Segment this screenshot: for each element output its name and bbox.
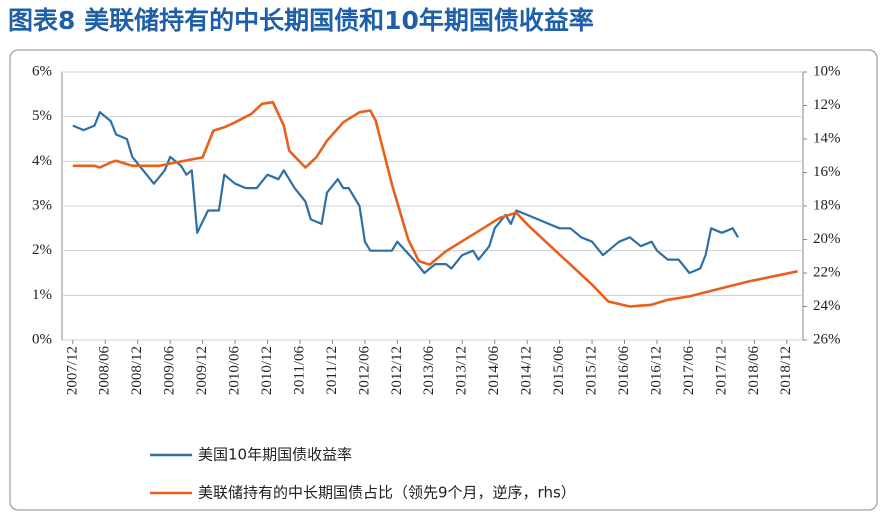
x-tick-label: 2010/06 (227, 346, 243, 396)
x-tick-label: 2009/06 (162, 346, 178, 396)
y2-tick-label: 12% (813, 97, 841, 113)
series-line (72, 100, 798, 308)
x-tick-label: 2017/06 (681, 346, 697, 396)
x-tick-label: 2018/06 (746, 346, 762, 396)
x-tick-label: 2016/12 (648, 346, 664, 395)
x-tick-label: 2011/12 (324, 346, 340, 395)
x-tick-label: 2008/12 (129, 346, 145, 395)
x-tick-label: 2012/12 (389, 346, 405, 395)
legend-label: 美联储持有的中长期国债占比（领先9个月，逆序，rhs） (198, 484, 576, 502)
x-tick-label: 2013/06 (421, 346, 437, 396)
x-tick-label: 2016/06 (616, 346, 632, 396)
x-tick-label: 2015/12 (583, 346, 599, 395)
y-tick-label: 1% (32, 287, 52, 303)
y-tick-label: 6% (32, 63, 52, 79)
y-tick-label: 3% (32, 197, 52, 213)
x-tick-label: 2012/06 (356, 346, 372, 396)
x-tick-label: 2015/06 (551, 346, 567, 396)
chart-frame (9, 49, 878, 511)
legend-label: 美国10年期国债收益率 (198, 446, 352, 464)
x-tick-label: 2013/12 (454, 346, 470, 395)
y2-tick-label: 16% (813, 164, 841, 180)
x-tick-label: 2011/06 (291, 346, 307, 395)
x-tick-label: 2010/12 (259, 346, 275, 395)
y-tick-label: 5% (32, 108, 52, 124)
y-tick-label: 0% (32, 331, 52, 347)
x-tick-label: 2007/12 (64, 346, 80, 395)
x-tick-label: 2014/06 (486, 346, 502, 396)
x-tick-label: 2017/12 (713, 346, 729, 395)
y-tick-label: 2% (32, 242, 52, 258)
series-line (72, 111, 740, 275)
x-tick-label: 2014/12 (519, 346, 535, 395)
y2-tick-label: 20% (813, 231, 841, 247)
x-tick-label: 2018/12 (778, 346, 794, 395)
y2-tick-label: 10% (813, 63, 841, 79)
y2-tick-label: 26% (813, 331, 841, 347)
x-tick-label: 2009/12 (194, 346, 210, 395)
y-tick-label: 4% (32, 153, 52, 169)
y2-tick-label: 22% (813, 264, 841, 280)
chart-title: 图表8 美联储持有的中长期国债和10年期国债收益率 (8, 6, 594, 35)
y2-tick-label: 24% (813, 298, 841, 314)
y2-tick-label: 18% (813, 197, 841, 213)
y2-tick-label: 14% (813, 130, 841, 146)
x-tick-label: 2008/06 (97, 346, 113, 396)
